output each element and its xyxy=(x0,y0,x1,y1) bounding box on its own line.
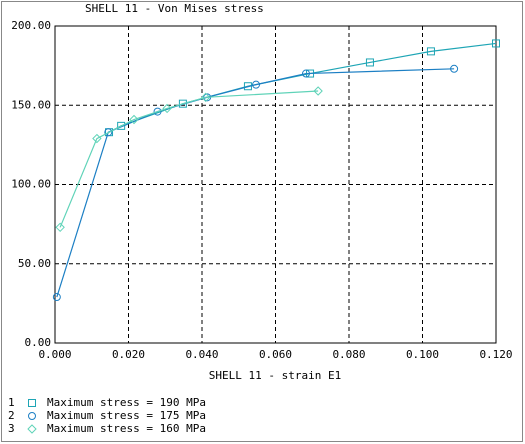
legend-marker xyxy=(28,399,36,407)
data-point xyxy=(492,39,500,48)
plot-frame xyxy=(54,25,497,344)
data-point xyxy=(104,128,113,137)
y-tick-label: 0.00 xyxy=(25,336,52,349)
series-line xyxy=(56,68,455,298)
x-tick-label: 0.100 xyxy=(406,348,439,361)
y-tick-label: 50.00 xyxy=(18,257,51,270)
data-point xyxy=(426,47,435,56)
legend-label: Maximum stress = 190 MPa xyxy=(47,396,206,409)
x-axis-label: SHELL 11 - strain E1 xyxy=(209,369,341,382)
y-tick-label: 150.00 xyxy=(11,98,51,111)
data-point xyxy=(55,222,65,233)
legend-marker xyxy=(28,412,36,420)
series-line xyxy=(59,90,319,228)
data-point xyxy=(92,133,102,144)
data-point xyxy=(129,114,139,125)
x-tick-label: 0.080 xyxy=(332,348,365,361)
legend-key: 3 xyxy=(8,422,15,435)
legend-key: 1 xyxy=(8,396,15,409)
legend-key: 2 xyxy=(8,409,15,422)
legend-label: Maximum stress = 160 MPa xyxy=(47,422,206,435)
series-line xyxy=(108,42,497,133)
data-point xyxy=(200,92,211,103)
data-point xyxy=(365,58,374,67)
x-tick-label: 0.020 xyxy=(112,348,145,361)
y-tick-label: 100.00 xyxy=(11,178,51,191)
y-tick-label: 200.00 xyxy=(11,19,51,32)
data-point xyxy=(252,80,261,89)
legend-label: Maximum stress = 175 MPa xyxy=(47,409,206,422)
data-point xyxy=(52,293,61,302)
x-tick-label: 0.060 xyxy=(259,348,292,361)
x-tick-label: 0.040 xyxy=(185,348,218,361)
chart-title: SHELL 11 - Von Mises stress xyxy=(85,2,264,15)
data-point xyxy=(162,103,172,114)
data-point xyxy=(302,69,311,78)
data-point xyxy=(313,86,323,96)
data-point xyxy=(153,107,162,116)
x-tick-label: 0.120 xyxy=(479,348,512,361)
data-point xyxy=(450,64,459,73)
legend-marker xyxy=(27,424,37,434)
x-tick-label: 0.000 xyxy=(38,348,71,361)
